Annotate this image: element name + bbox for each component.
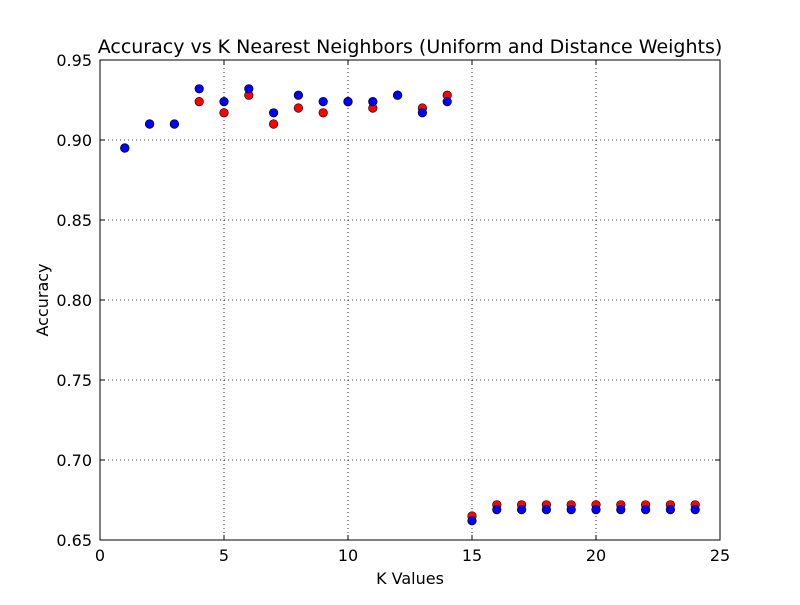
x-tick-label: 15 — [462, 546, 482, 565]
y-tick-label: 0.95 — [56, 51, 92, 70]
data-point-series-1 — [318, 96, 328, 107]
data-point-series-1 — [343, 96, 353, 107]
data-point-series-1 — [368, 96, 378, 107]
grid — [100, 60, 720, 540]
data-point-series-1 — [516, 505, 527, 515]
x-tick-label: 5 — [219, 546, 229, 565]
data-point-series-0 — [293, 103, 304, 113]
data-point-series-1 — [120, 143, 130, 153]
x-tick-label: 25 — [710, 546, 730, 565]
data-points — [120, 84, 700, 526]
data-point-series-0 — [219, 108, 229, 118]
data-point-series-1 — [244, 84, 254, 94]
data-point-series-1 — [293, 90, 304, 100]
data-point-series-1 — [194, 84, 204, 94]
data-point-series-1 — [541, 505, 552, 515]
data-point-series-1 — [219, 96, 229, 107]
data-point-series-0 — [194, 96, 204, 107]
y-tick-label: 0.65 — [56, 531, 92, 550]
data-point-series-1 — [616, 505, 626, 515]
data-point-series-0 — [269, 119, 279, 129]
y-tick-label: 0.70 — [56, 451, 92, 470]
x-axis-label: K Values — [376, 569, 444, 588]
x-tick-label: 10 — [338, 546, 358, 565]
x-tick-label: 0 — [95, 546, 105, 565]
data-point-series-1 — [640, 505, 651, 515]
data-point-series-1 — [492, 505, 502, 515]
data-point-series-0 — [318, 108, 328, 118]
data-point-series-1 — [169, 119, 179, 129]
y-tick-label: 0.80 — [56, 291, 92, 310]
y-tick-label: 0.85 — [56, 211, 92, 230]
data-point-series-1 — [417, 108, 428, 118]
data-point-series-1 — [690, 505, 700, 515]
data-point-series-1 — [665, 505, 676, 515]
data-point-series-1 — [269, 108, 279, 118]
data-point-series-1 — [442, 96, 452, 107]
y-tick-label: 0.90 — [56, 131, 92, 150]
x-tick-label: 20 — [586, 546, 606, 565]
data-point-series-1 — [145, 119, 155, 129]
y-axis-label: Accuracy — [33, 263, 52, 336]
data-point-series-1 — [467, 516, 477, 526]
data-point-series-1 — [393, 90, 403, 100]
chart-title: Accuracy vs K Nearest Neighbors (Uniform… — [98, 36, 723, 58]
data-point-series-1 — [566, 505, 576, 515]
axis-ticks: 0 5 10 15 20 25 0.65 0.70 0.75 0.80 0.85 0.90 0.95 — [56, 51, 730, 565]
data-point-series-1 — [591, 505, 601, 515]
y-tick-label: 0.75 — [56, 371, 92, 390]
